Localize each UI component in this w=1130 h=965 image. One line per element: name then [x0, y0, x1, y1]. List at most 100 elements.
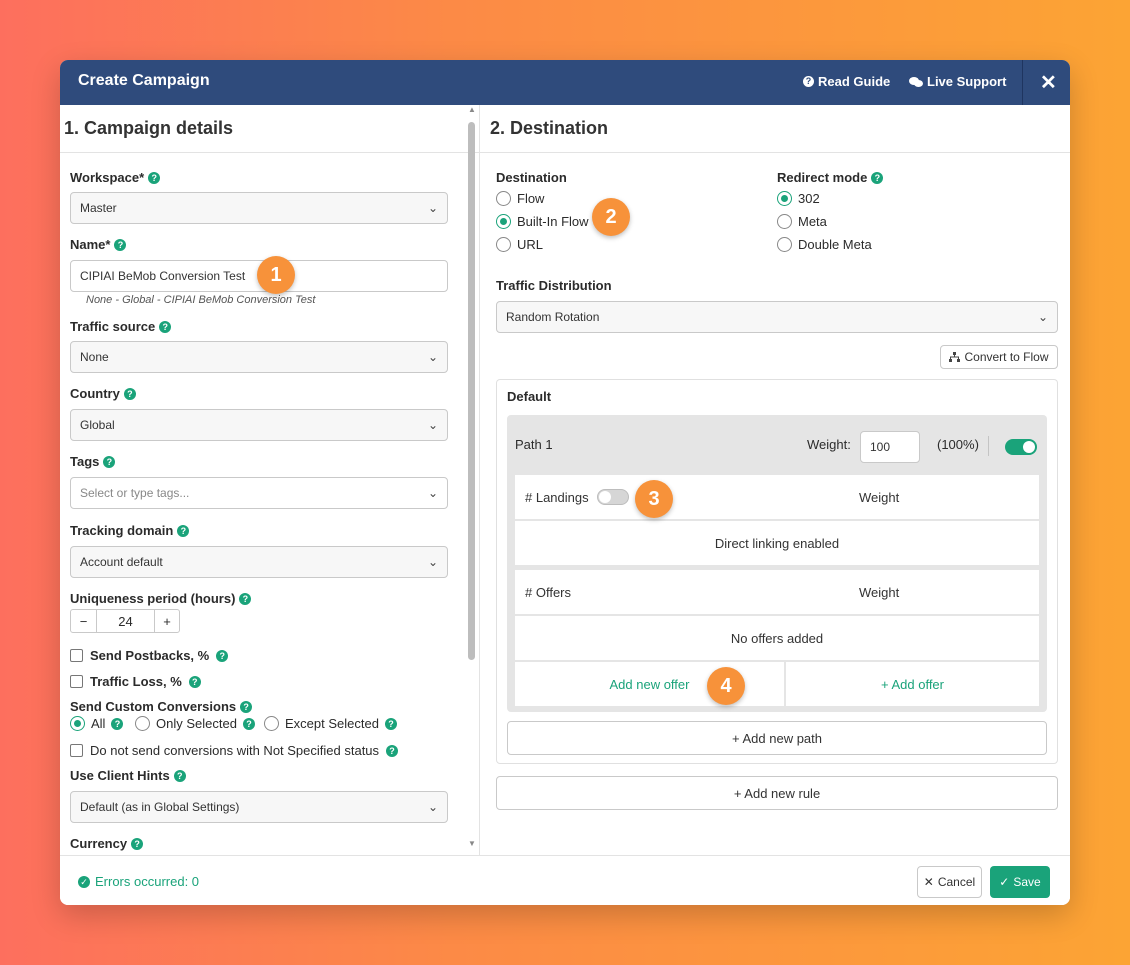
destination-option-built-in-flow[interactable]: Built-In Flow: [496, 214, 589, 229]
not-specified-checkbox[interactable]: Do not send conversions with Not Specifi…: [70, 743, 399, 758]
radio-unselected[interactable]: [496, 191, 511, 206]
help-icon[interactable]: ?: [114, 238, 127, 251]
add-new-offer-label: Add new offer: [609, 676, 690, 692]
live-support-link[interactable]: Live Support: [909, 74, 1006, 89]
destination-option-flow[interactable]: Flow: [496, 191, 544, 206]
traffic-source-label-text: Traffic source: [70, 319, 156, 334]
help-icon[interactable]: ?: [239, 592, 252, 605]
help-icon[interactable]: ?: [386, 744, 399, 757]
radio-unselected[interactable]: [264, 716, 279, 731]
redirect-option-double-meta[interactable]: Double Meta: [777, 237, 872, 252]
send-postbacks-label: Send Postbacks, %: [90, 648, 210, 663]
name-hint: None - Global - CIPIAI BeMob Conversion …: [86, 294, 316, 306]
help-icon[interactable]: ?: [871, 171, 884, 184]
option-label: Except Selected: [285, 716, 379, 731]
path-enabled-toggle[interactable]: [1005, 439, 1037, 455]
checkbox-box[interactable]: [70, 675, 83, 688]
add-new-path-button[interactable]: + Add new path: [507, 721, 1047, 755]
landings-header: # Landings Weight: [515, 475, 1039, 519]
campaign-details-panel: 1. Campaign details Workspace* ? Master …: [60, 105, 480, 855]
scroll-up-icon[interactable]: ▲: [468, 105, 476, 114]
offers-weight-label: Weight: [859, 584, 900, 600]
help-icon[interactable]: ?: [177, 524, 190, 537]
conversion-option-except-selected[interactable]: Except Selected ?: [264, 716, 397, 731]
country-value: Global: [80, 418, 115, 432]
traffic-loss-checkbox[interactable]: Traffic Loss, % ?: [70, 674, 201, 689]
help-icon[interactable]: ?: [216, 649, 229, 662]
path-name: Path 1: [515, 437, 553, 452]
offers-label: # Offers: [525, 584, 572, 600]
tags-label-text: Tags: [70, 454, 100, 469]
workspace-select[interactable]: Master ⌄: [70, 192, 448, 224]
traffic-source-select[interactable]: None ⌄: [70, 341, 448, 373]
traffic-distribution-label-text: Traffic Distribution: [496, 278, 612, 293]
help-icon[interactable]: ?: [240, 700, 253, 713]
check-circle-icon: ✓: [78, 875, 90, 888]
minus-button[interactable]: −: [71, 610, 97, 632]
traffic-distribution-select[interactable]: Random Rotation ⌄: [496, 301, 1058, 333]
path-weight-input[interactable]: 100: [860, 431, 920, 463]
help-icon[interactable]: ?: [159, 320, 172, 333]
plus-button[interactable]: +: [163, 613, 171, 629]
checkbox-box[interactable]: [70, 649, 83, 662]
client-hints-select[interactable]: Default (as in Global Settings) ⌄: [70, 791, 448, 823]
add-offer-button[interactable]: + Add offer: [786, 662, 1039, 706]
uniqueness-input[interactable]: 24: [97, 610, 155, 632]
close-icon: ✕: [923, 875, 934, 889]
landings-toggle[interactable]: [596, 489, 629, 505]
option-label: All: [91, 716, 106, 731]
tags-select[interactable]: Select or type tags... ⌄: [70, 477, 448, 509]
radio-unselected[interactable]: [777, 237, 792, 252]
offers-empty: No offers added: [515, 616, 1039, 660]
scroll-down-icon[interactable]: ▼: [468, 839, 476, 848]
help-icon[interactable]: ?: [111, 717, 124, 730]
chevron-down-icon: ⌄: [427, 350, 438, 364]
radio-unselected[interactable]: [496, 237, 511, 252]
workspace-label: Workspace* ?: [70, 170, 161, 185]
help-icon[interactable]: ?: [123, 387, 136, 400]
conversion-option-only-selected[interactable]: Only Selected ?: [135, 716, 255, 731]
left-scrollbar[interactable]: ▲ ▼: [466, 105, 478, 855]
redirect-mode-label: Redirect mode ?: [777, 170, 884, 185]
help-icon[interactable]: ?: [188, 675, 201, 688]
radio-selected[interactable]: [496, 214, 511, 229]
help-icon[interactable]: ?: [173, 769, 186, 782]
help-icon[interactable]: ?: [384, 717, 397, 730]
annotation-badge-2: 2: [592, 198, 630, 236]
header-divider: [1022, 60, 1023, 105]
radio-unselected[interactable]: [777, 214, 792, 229]
radio-selected[interactable]: [70, 716, 85, 731]
redirect-option-302[interactable]: 302: [777, 191, 820, 206]
scrollbar-thumb[interactable]: [468, 122, 475, 660]
tracking-domain-select[interactable]: Account default ⌄: [70, 546, 448, 578]
chevron-down-icon: ⌄: [427, 201, 438, 215]
convert-to-flow-button[interactable]: Convert to Flow: [940, 345, 1058, 369]
chat-bubbles-icon: [909, 76, 923, 87]
uniqueness-label: Uniqueness period (hours) ?: [70, 591, 252, 606]
save-button[interactable]: ✓ Save: [990, 866, 1050, 898]
campaign-details-title: 1. Campaign details: [64, 118, 234, 138]
add-new-rule-button[interactable]: + Add new rule: [496, 776, 1058, 810]
help-icon[interactable]: ?: [131, 837, 144, 850]
radio-unselected[interactable]: [135, 716, 150, 731]
traffic-distribution-value: Random Rotation: [506, 310, 600, 324]
country-select[interactable]: Global ⌄: [70, 409, 448, 441]
redirect-option-meta[interactable]: Meta: [777, 214, 827, 229]
cancel-button[interactable]: ✕ Cancel: [917, 866, 982, 898]
send-postbacks-checkbox[interactable]: Send Postbacks, % ?: [70, 648, 229, 663]
radio-selected[interactable]: [777, 191, 792, 206]
destination-option-url[interactable]: URL: [496, 237, 543, 252]
annotation-badge-3: 3: [635, 480, 673, 518]
uniqueness-stepper: − 24 +: [70, 609, 180, 633]
help-icon[interactable]: ?: [103, 455, 116, 468]
tags-label: Tags ?: [70, 454, 116, 469]
name-label: Name* ?: [70, 237, 127, 252]
read-guide-label: Read Guide: [818, 74, 891, 89]
help-icon[interactable]: ?: [242, 717, 255, 730]
read-guide-link[interactable]: ? Read Guide: [803, 74, 890, 89]
close-icon[interactable]: ✕: [1040, 72, 1057, 94]
path-weight-label: Weight:: [807, 437, 851, 452]
help-icon[interactable]: ?: [148, 171, 161, 184]
checkbox-box[interactable]: [70, 744, 83, 757]
conversion-option-all[interactable]: All ?: [70, 716, 124, 731]
